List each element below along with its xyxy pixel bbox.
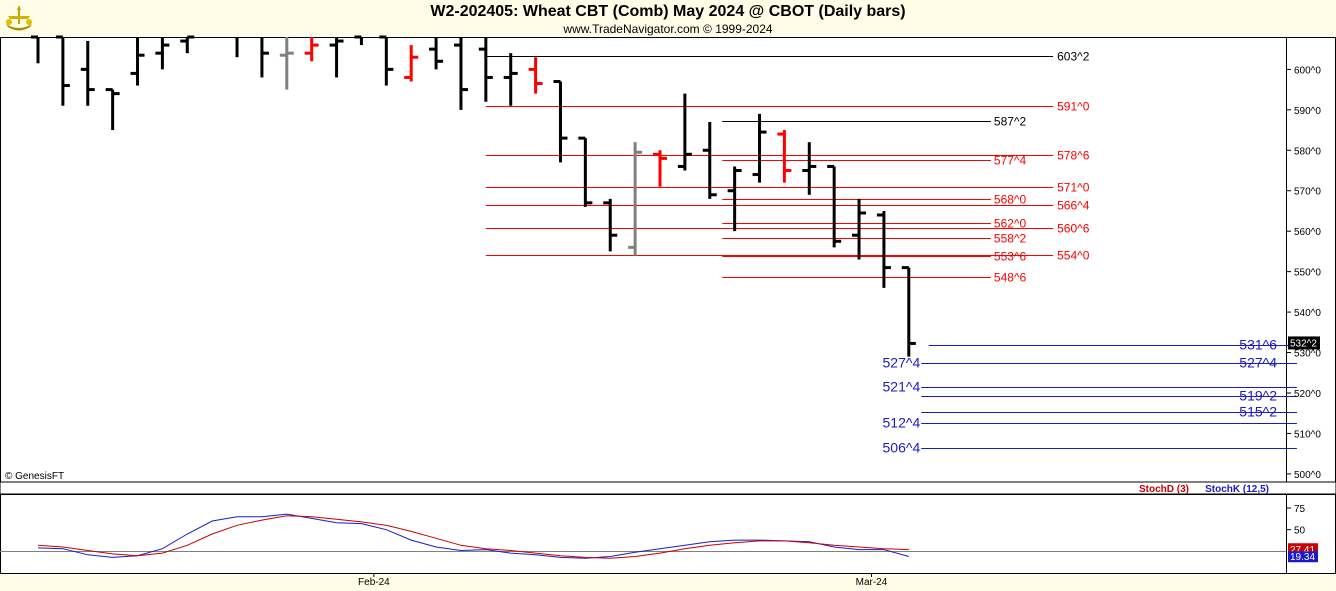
price-tick-label: 500^0 (1294, 470, 1321, 481)
watermark: © GenesisFT (5, 471, 64, 482)
price-bar (279, 37, 294, 90)
price-tick-label: 530^0 (1294, 349, 1321, 360)
level-label: 562^0 (994, 217, 1027, 231)
price-bar (852, 198, 867, 260)
price-bar (105, 88, 120, 131)
chart-title: W2-202405: Wheat CBT (Comb) May 2024 @ C… (430, 3, 906, 20)
price-bar (628, 142, 643, 256)
level-label: 548^6 (994, 271, 1027, 285)
level-label: 527^4 (1239, 355, 1277, 371)
price-bar (180, 35, 195, 54)
time-tick-label: Feb-24 (358, 577, 390, 588)
price-bar (130, 37, 145, 86)
stochd-legend: StochD (3) (1139, 484, 1189, 495)
plot-frame (0, 37, 1336, 591)
price-bar (578, 136, 593, 207)
price-axis: 600^0 590^0 580^0 570^0 560^0 550^0 540^0 530^0… (1286, 65, 1321, 481)
level-label: 587^2 (994, 115, 1027, 129)
price-tick-label: 580^0 (1294, 146, 1321, 157)
stoch-series-line (37, 515, 909, 559)
price-bar (80, 41, 95, 106)
price-bar (503, 53, 518, 106)
stoch-panel-border (0, 494, 1336, 574)
stochd-last-label: 27.41 (1290, 545, 1315, 556)
price-tick-label: 540^0 (1294, 308, 1321, 319)
price-bar (404, 45, 419, 82)
price-tick-label: 600^0 (1294, 65, 1321, 76)
price-bar (429, 37, 444, 70)
price-bar (901, 266, 916, 357)
level-label: 591^0 (1057, 100, 1090, 114)
price-bar (702, 121, 717, 199)
time-axis-bar (0, 574, 1336, 591)
level-label: 519^2 (1239, 388, 1277, 404)
price-bar (528, 57, 543, 94)
level-label: 603^2 (1057, 50, 1090, 64)
price-tick-label: 520^0 (1294, 389, 1321, 400)
price-bar (876, 210, 891, 288)
price-bar (653, 150, 667, 187)
price-bar (260, 37, 269, 78)
price-tick-label: 570^0 (1294, 187, 1321, 198)
level-label: 512^4 (883, 415, 921, 431)
price-bar (379, 35, 394, 86)
price-bar (603, 198, 618, 252)
level-label: 531^6 (1239, 337, 1277, 353)
stoch-legend-bar (0, 481, 1336, 495)
price-bar (354, 35, 363, 46)
level-label: 577^4 (994, 154, 1027, 168)
level-label: 554^0 (1057, 249, 1090, 263)
stoch-tick-label: 75 (1294, 504, 1306, 515)
price-bar (553, 80, 568, 163)
price-tick-label: 550^0 (1294, 268, 1321, 279)
last-price-label: 532^2 (1290, 338, 1317, 349)
level-label: 515^2 (1239, 404, 1277, 420)
price-bar (453, 37, 468, 110)
chart-header: W2-202405: Wheat CBT (Comb) May 2024 @ C… (0, 0, 1336, 36)
stoch-series-line (37, 513, 909, 559)
price-bar (478, 37, 493, 102)
price-tick-label: 510^0 (1294, 429, 1321, 440)
last-price-box (1288, 336, 1320, 350)
level-label: 527^4 (883, 355, 921, 371)
price-bar (752, 113, 767, 183)
price-bar (677, 93, 692, 171)
time-axis: Feb-24 Mar-24 (358, 573, 888, 588)
price-bar (777, 130, 792, 183)
chart-subtitle: www.TradeNavigator.com © 1999-2024 (563, 22, 773, 36)
price-bar (31, 35, 40, 64)
price-bar (155, 37, 170, 70)
level-label: 566^4 (1057, 199, 1090, 213)
level-label: 578^6 (1057, 149, 1090, 163)
level-label: 521^4 (883, 379, 921, 395)
price-bar (802, 142, 817, 195)
price-bar (304, 37, 319, 62)
stochk-legend: StochK (12,5) (1205, 484, 1269, 495)
stoch-tick-label: 50 (1294, 526, 1306, 537)
price-tick-label: 560^0 (1294, 227, 1321, 238)
price-bar (827, 164, 842, 248)
price-tick-label: 590^0 (1294, 106, 1321, 117)
price-bars (31, 35, 916, 357)
level-label: 571^0 (1057, 181, 1090, 195)
price-bar (329, 37, 344, 78)
genesis-logo-icon (2, 2, 36, 34)
price-bar (727, 166, 742, 232)
level-label: 558^2 (994, 232, 1027, 246)
level-label: 506^4 (883, 440, 921, 456)
time-tick-label: Mar-24 (856, 577, 888, 588)
stochk-last-box (1288, 551, 1318, 563)
level-label: 568^0 (994, 193, 1027, 207)
stochk-last-label: 19.34 (1290, 552, 1315, 563)
price-levels: 603^2 591^0 587^2 578^6 577^4 571^0 568^0 566^4… (485, 50, 1297, 456)
level-label: 560^6 (1057, 222, 1090, 236)
price-panel-border (0, 37, 1336, 483)
level-label: 553^6 (994, 250, 1027, 264)
price-bar (55, 35, 70, 106)
